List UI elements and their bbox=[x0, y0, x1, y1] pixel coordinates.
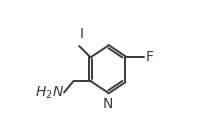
Text: F: F bbox=[146, 50, 154, 64]
Text: N: N bbox=[102, 97, 113, 111]
Text: $H_2N$: $H_2N$ bbox=[35, 84, 64, 101]
Text: I: I bbox=[80, 27, 84, 41]
